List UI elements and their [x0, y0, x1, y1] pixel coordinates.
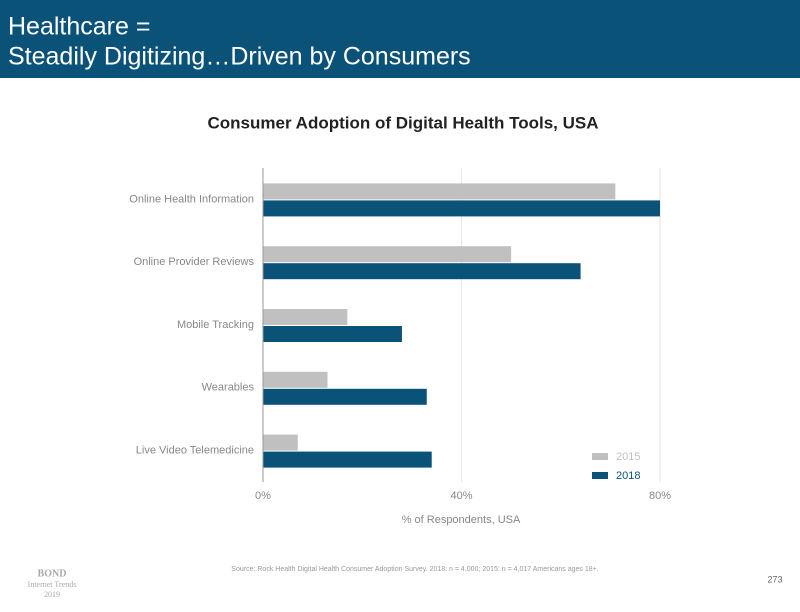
bar: [263, 183, 616, 200]
bar: [263, 309, 348, 325]
legend-label: 2015: [616, 451, 640, 463]
y-tick-label: Live Video Telemedicine: [136, 445, 254, 457]
bar: [263, 326, 402, 342]
bar: [263, 371, 328, 388]
x-tick-label: 0%: [255, 490, 271, 502]
bar: [263, 388, 427, 405]
header-title: Steadily Digitizing…Driven by Consumers: [8, 43, 471, 71]
x-tick-label: 80%: [649, 490, 671, 502]
x-tick-label: 40%: [450, 490, 472, 502]
bar: [263, 451, 432, 468]
y-tick-label: Online Provider Reviews: [134, 256, 255, 268]
header-title: Healthcare =: [8, 13, 150, 41]
logo: BOND: [38, 568, 67, 579]
bar: [263, 263, 581, 280]
logo: 2019: [44, 590, 60, 599]
bar: [263, 434, 298, 451]
y-tick-label: Online Health Information: [129, 193, 254, 205]
y-tick-label: Mobile Tracking: [177, 319, 254, 331]
bar: [263, 200, 660, 217]
y-tick-label: Wearables: [202, 382, 255, 394]
chart-title: Consumer Adoption of Digital Health Tool…: [208, 113, 599, 132]
bar: [263, 246, 512, 263]
legend-swatch: [592, 453, 608, 460]
legend-label: 2018: [616, 470, 640, 482]
legend-swatch: [592, 472, 608, 479]
header-bar: [0, 0, 800, 78]
x-axis-label: % of Respondents, USA: [402, 514, 521, 526]
page-number: 273: [767, 574, 782, 584]
source: Source: Rock Health Digital Health Consu…: [231, 566, 598, 573]
logo: Internet Trends: [28, 580, 77, 589]
